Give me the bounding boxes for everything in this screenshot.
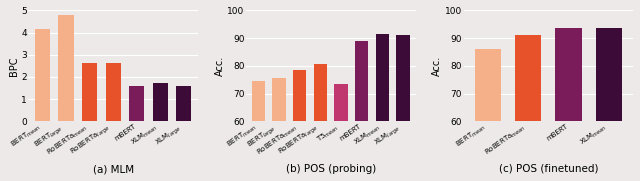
Bar — [396, 35, 410, 181]
X-axis label: (c) POS (finetuned): (c) POS (finetuned) — [499, 164, 598, 174]
Bar — [376, 34, 389, 181]
Bar — [129, 86, 145, 121]
Bar — [106, 62, 121, 121]
Bar — [515, 35, 541, 181]
Bar — [556, 28, 582, 181]
Bar — [58, 15, 74, 121]
Y-axis label: Acc.: Acc. — [432, 56, 442, 76]
X-axis label: (a) MLM: (a) MLM — [93, 164, 134, 174]
Bar — [35, 29, 51, 121]
Bar — [82, 62, 97, 121]
Bar — [314, 64, 327, 181]
Bar — [596, 28, 622, 181]
Bar — [334, 84, 348, 181]
Y-axis label: Acc.: Acc. — [214, 56, 225, 76]
Bar — [252, 81, 265, 181]
Bar — [293, 70, 307, 181]
X-axis label: (b) POS (probing): (b) POS (probing) — [285, 164, 376, 174]
Bar — [153, 83, 168, 121]
Bar — [355, 41, 369, 181]
Bar — [475, 49, 501, 181]
Bar — [176, 86, 191, 121]
Y-axis label: BPC: BPC — [8, 56, 19, 76]
Bar — [273, 78, 286, 181]
